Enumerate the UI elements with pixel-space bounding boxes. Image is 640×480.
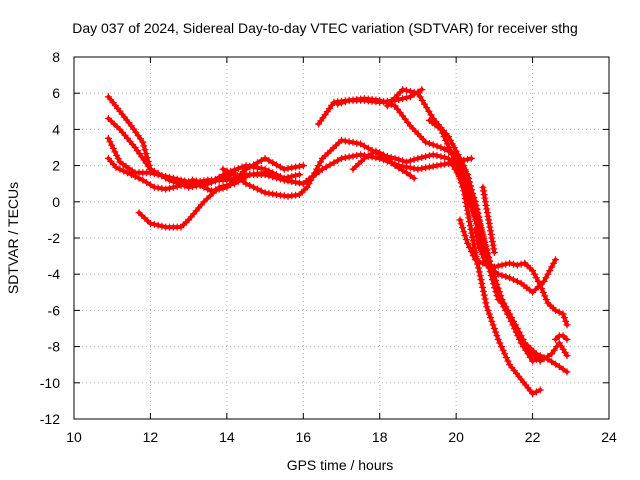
data-layer — [104, 86, 571, 398]
y-tick-label: 8 — [52, 49, 60, 65]
y-axis-label: SDTVAR / TECUs — [5, 182, 21, 294]
series-track-8 — [315, 95, 544, 365]
series-markers — [521, 259, 571, 329]
y-tick-label: -6 — [48, 302, 61, 318]
x-tick-label: 14 — [219, 429, 235, 445]
series-markers — [479, 183, 498, 256]
y-tick-label: 4 — [52, 121, 60, 137]
ticks — [73, 56, 610, 420]
series-track-11 — [452, 158, 571, 376]
series-markers — [456, 216, 529, 271]
x-axis-label: GPS time / hours — [287, 457, 394, 473]
y-tick-label: -2 — [48, 230, 61, 246]
series-line — [522, 261, 569, 327]
x-tick-label: 22 — [525, 429, 541, 445]
series-track-15 — [479, 183, 498, 256]
y-tick-label: -10 — [40, 375, 60, 391]
y-tick-label: -8 — [48, 339, 61, 355]
x-tick-label: 16 — [295, 429, 311, 445]
series-markers — [315, 95, 544, 365]
series-track-17 — [349, 147, 418, 182]
x-tick-label: 12 — [143, 429, 159, 445]
x-tick-label: 20 — [448, 429, 464, 445]
grid-lines — [74, 57, 609, 419]
series-track-16 — [552, 332, 571, 343]
series-markers — [104, 154, 238, 193]
series-track-4 — [104, 154, 238, 193]
x-tick-label: 18 — [372, 429, 388, 445]
series-markers — [349, 147, 418, 182]
series-line — [316, 96, 543, 364]
y-tick-label: -4 — [48, 266, 61, 282]
series-track-10 — [425, 116, 544, 398]
x-tick-label: 10 — [66, 429, 82, 445]
series-markers — [552, 332, 571, 343]
x-tick-label: 24 — [601, 429, 617, 445]
y-tick-label: 6 — [52, 85, 60, 101]
series-track-13 — [456, 216, 529, 271]
y-tick-label: 2 — [52, 158, 60, 174]
y-tick-label: -12 — [40, 411, 60, 427]
y-tick-label: 0 — [52, 194, 60, 210]
series-markers — [425, 116, 544, 398]
chart-title: Day 037 of 2024, Sidereal Day-to-day VTE… — [72, 20, 578, 36]
series-track-14 — [521, 259, 571, 329]
